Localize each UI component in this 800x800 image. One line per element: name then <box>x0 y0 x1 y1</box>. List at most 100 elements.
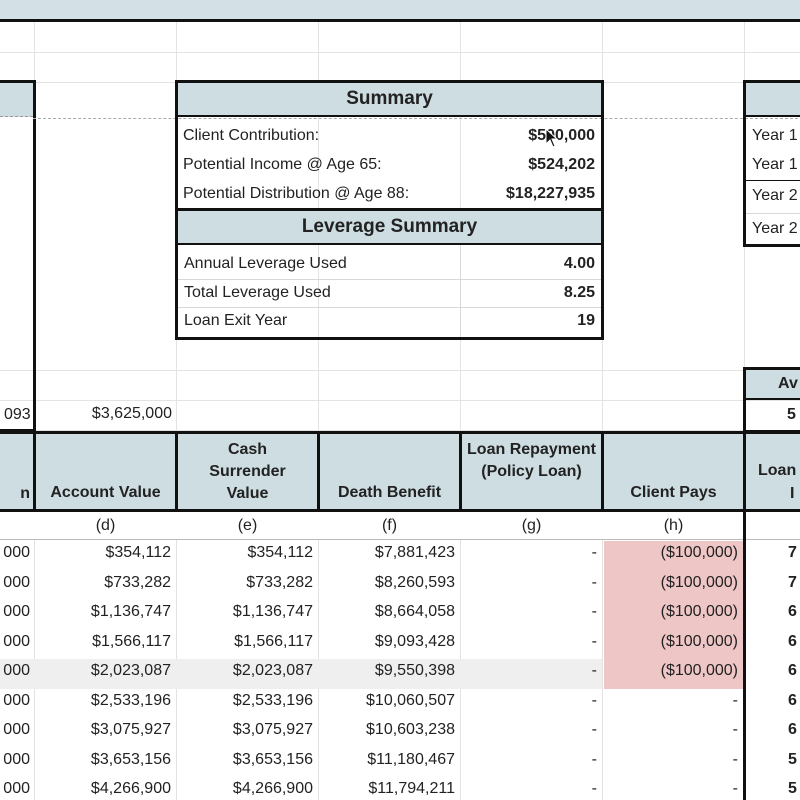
right-year-row: Year 2 <box>752 220 798 237</box>
row-left-fragment: 000 <box>3 751 30 768</box>
cell-loan-repayment: - <box>591 633 597 650</box>
summary-header <box>178 83 601 117</box>
cell-client-pays: ($100,000) <box>660 574 738 591</box>
right-year-header <box>746 83 800 117</box>
cell-cash-surrender: $2,533,196 <box>232 692 313 709</box>
cell-account-value: $2,533,196 <box>90 692 171 709</box>
row-left-fragment: 000 <box>3 692 30 709</box>
cell-client-pays: ($100,000) <box>660 544 738 561</box>
cell-death-benefit: $9,550,398 <box>374 662 455 679</box>
header-col-divider <box>33 432 36 510</box>
cell-client-pays: - <box>732 780 738 797</box>
row-left-fragment: 000 <box>3 662 30 679</box>
row-right-fragment: 5 <box>788 780 797 797</box>
cell-death-benefit: $8,664,058 <box>374 603 455 620</box>
cell-death-benefit: $10,603,238 <box>366 721 455 738</box>
leverage-title: Leverage Summary <box>301 216 478 237</box>
left-partial-panel <box>0 80 36 432</box>
row-right-fragment: 6 <box>788 662 797 679</box>
col-header-account-value: Account Value <box>50 484 161 501</box>
summary-label-contribution: Client Contribution: <box>183 127 320 144</box>
cell-loan-repayment: - <box>591 574 597 591</box>
cell-account-value: $4,266,900 <box>90 780 171 797</box>
right-year-row: Year 1 <box>752 127 798 144</box>
row-right-fragment: 6 <box>788 721 797 738</box>
row-left-fragment: 000 <box>3 544 30 561</box>
letter-row-border <box>0 539 800 540</box>
top-header-band <box>0 0 800 22</box>
cell-cash-surrender: $4,266,900 <box>232 780 313 797</box>
cell-cash-surrender: $733,282 <box>246 574 313 591</box>
client-pays-highlight <box>604 659 743 689</box>
right-year-divider <box>746 180 800 181</box>
col-header-death-benefit: Death Benefit <box>337 484 442 501</box>
header-col-divider <box>317 432 320 510</box>
client-pays-highlight <box>604 600 743 630</box>
left-col-header-fragment: n <box>20 485 30 502</box>
row-right-fragment: 6 <box>788 603 797 620</box>
leverage-label-annual: Annual Leverage Used <box>184 255 347 272</box>
cell-client-pays: ($100,000) <box>660 662 738 679</box>
summary-title: Summary <box>346 88 433 109</box>
cell-death-benefit: $7,881,423 <box>374 544 455 561</box>
table-top-border <box>0 431 800 434</box>
cell-cash-surrender: $3,653,156 <box>232 751 313 768</box>
col-letter-e: (e) <box>237 517 258 534</box>
cell-loan-repayment: - <box>591 544 597 561</box>
col-header-right-fragment: Loan <box>758 462 797 479</box>
header-col-divider <box>743 432 746 800</box>
summary-value-income: $524,202 <box>528 156 595 173</box>
mouse-cursor-icon <box>545 128 559 148</box>
cell-account-value: $1,566,117 <box>92 633 171 650</box>
row-left-fragment: 000 <box>3 721 30 738</box>
cell-cash-surrender: $354,112 <box>247 544 313 561</box>
summary-value-distribution: $18,227,935 <box>506 185 595 202</box>
right-year-row: Year 2 <box>752 187 798 204</box>
right-year-row: Year 1 <box>752 156 798 173</box>
col-header-client-pays: Client Pays <box>630 484 717 501</box>
leverage-label-exit: Loan Exit Year <box>184 312 288 329</box>
header-col-divider <box>601 432 604 510</box>
cell-loan-repayment: - <box>591 751 597 768</box>
cell-account-value: $354,112 <box>105 544 171 561</box>
right-average-value: 5 <box>787 406 796 423</box>
summary-value-contribution: $500,000 <box>528 127 595 144</box>
row-right-fragment: 5 <box>788 751 797 768</box>
leverage-value-total: 8.25 <box>563 284 595 301</box>
header-col-divider <box>175 432 178 510</box>
col-letter-f: (f) <box>381 517 398 534</box>
row-left-fragment: 000 <box>3 780 30 797</box>
client-pays-highlight <box>604 541 743 571</box>
leverage-panel <box>175 208 604 340</box>
cell-account-value: $3,653,156 <box>90 751 171 768</box>
cell-cash-surrender: $1,136,747 <box>232 603 313 620</box>
cell-cash-surrender: $3,075,927 <box>232 721 313 738</box>
cell-loan-repayment: - <box>591 721 597 738</box>
col-letter-h: (h) <box>663 517 684 534</box>
cell-account-value: $2,023,087 <box>90 662 171 679</box>
cell-death-benefit: $11,794,211 <box>368 780 455 797</box>
totals-left-fragment: 093 <box>4 406 31 423</box>
col-header-right-sub-fragment: I <box>790 485 795 502</box>
table-row-highlight <box>0 659 602 689</box>
row-right-fragment: 7 <box>788 574 797 591</box>
client-pays-highlight <box>604 630 743 660</box>
row-right-fragment: 6 <box>788 633 797 650</box>
leverage-label-total: Total Leverage Used <box>184 284 331 301</box>
summary-label-distribution: Potential Distribution @ Age 88: <box>183 185 410 202</box>
cell-account-value: $733,282 <box>104 574 171 591</box>
cell-client-pays: ($100,000) <box>660 633 738 650</box>
row-left-fragment: 000 <box>3 603 30 620</box>
cell-cash-surrender: $1,566,117 <box>234 633 313 650</box>
leverage-row-divider <box>178 279 601 280</box>
leverage-value-exit: 19 <box>577 312 595 329</box>
cell-loan-repayment: - <box>591 692 597 709</box>
leverage-row-divider <box>178 307 601 308</box>
cell-loan-repayment: - <box>591 662 597 679</box>
col-header-cash-surrender: Cash Surrender Value <box>178 439 317 505</box>
cell-client-pays: - <box>732 721 738 738</box>
leverage-col-divider <box>460 247 461 337</box>
col-header-cash-surrender-text: Cash Surrender Value <box>209 441 286 502</box>
table-header-border <box>0 509 800 512</box>
col-header-loan-repayment: Loan Repayment (Policy Loan) <box>462 439 601 483</box>
